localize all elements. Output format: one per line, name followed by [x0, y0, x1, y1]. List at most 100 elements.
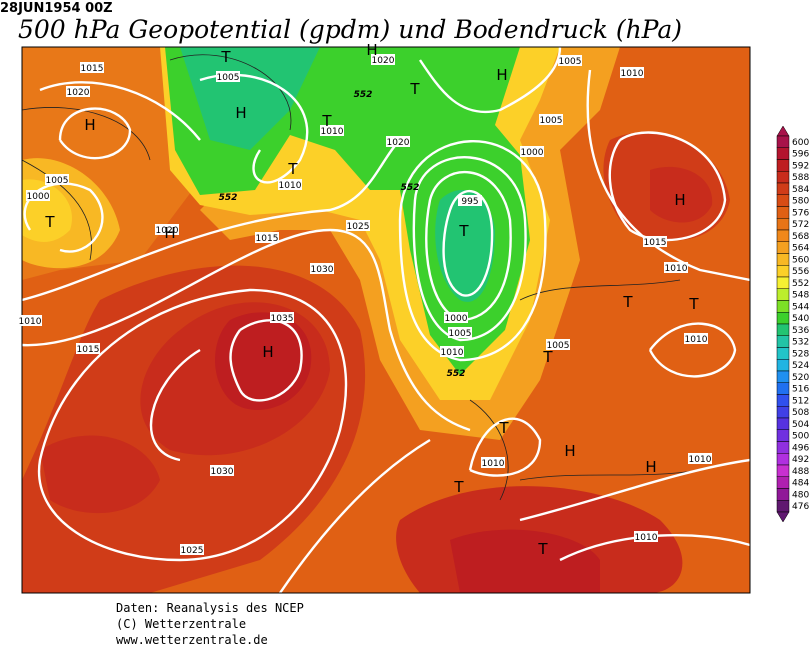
colorbar-arrow-bottom	[776, 511, 790, 523]
isobar-label-bg	[546, 339, 570, 350]
colorbar-swatch	[776, 323, 790, 336]
title: 500 hPa Geopotential (gpdm) und Bodendru…	[18, 15, 682, 44]
colorbar-swatch	[776, 241, 790, 254]
pressure-center: H	[235, 104, 246, 122]
isobar-label-bg	[448, 327, 472, 338]
pressure-center: H	[262, 343, 273, 361]
isobar-label-bg	[180, 544, 204, 555]
colorbar-label: 488	[792, 467, 809, 477]
contour-label: 552	[447, 369, 466, 379]
isobar-label-bg	[18, 315, 42, 326]
isobar-label: 1015	[256, 234, 279, 244]
colorbar-swatch	[776, 359, 790, 372]
isobar-label: 1000	[445, 314, 468, 324]
isobar-label-bg	[539, 114, 563, 125]
pressure-center: T	[688, 295, 699, 313]
isobar-label-bg	[520, 146, 544, 157]
date: 28JUN1954 00Z	[0, 1, 113, 16]
isobar-label: 1000	[521, 148, 544, 158]
pressure-center: H	[645, 458, 656, 476]
colorbar-label: 480	[792, 490, 809, 500]
colorbar-label: 476	[792, 502, 809, 512]
colorbar-label: 596	[792, 150, 809, 160]
isobar-label-bg	[26, 190, 50, 201]
pressure-center: H	[366, 41, 377, 59]
footer-url: www.wetterzentrale.de	[116, 633, 268, 646]
isobar-label-bg	[481, 457, 505, 468]
isobar-label: 1005	[217, 73, 240, 83]
colorbar-swatch	[776, 394, 790, 407]
isobar-label: 1010	[621, 69, 644, 79]
isobar-label-bg	[558, 55, 582, 66]
colorbar-swatch	[776, 300, 790, 313]
isobar-label-bg	[371, 54, 395, 65]
colorbar-label: 504	[792, 420, 809, 430]
pressure-center: H	[674, 191, 685, 209]
colorbar-label: 576	[792, 208, 809, 218]
colorbar-swatch	[776, 406, 790, 419]
pressure-center: H	[496, 66, 507, 84]
isobar-label: 1010	[321, 127, 344, 137]
colorbar-label: 584	[792, 185, 809, 195]
colorbar-label: 516	[792, 385, 809, 395]
colorbar-label: 564	[792, 244, 809, 254]
pressure-center: T	[498, 419, 509, 437]
isobar-label: 1010	[689, 455, 712, 465]
isobar-label-bg	[66, 86, 90, 97]
pressure-center: T	[537, 540, 548, 558]
footer-copyright: (C) Wetterzentrale	[116, 617, 246, 631]
isobar-label: 1005	[559, 57, 582, 67]
isobar-label: 995	[461, 197, 478, 207]
isobar-label: 1010	[665, 264, 688, 274]
colorbar-label: 524	[792, 361, 809, 371]
pressure-center: T	[453, 478, 464, 496]
colorbar-swatch	[776, 276, 790, 289]
colorbar-label: 528	[792, 349, 809, 359]
pressure-center: T	[542, 348, 553, 366]
isobar-label: 1010	[279, 181, 302, 191]
colorbar-label: 500	[792, 432, 809, 442]
isobar-label-bg	[320, 125, 344, 136]
isobar-label: 1005	[449, 329, 472, 339]
isobar-label: 1025	[347, 222, 370, 232]
isobar-label: 1005	[46, 176, 69, 186]
isobar-label: 1035	[271, 314, 294, 324]
footer-source: Daten: Reanalysis des NCEP	[116, 601, 304, 615]
pressure-center: T	[622, 293, 633, 311]
colorbar-swatch	[776, 206, 790, 219]
pressure-center: H	[564, 442, 575, 460]
colorbar-swatch	[776, 429, 790, 442]
colorbar-swatch	[776, 194, 790, 207]
colorbar-label: 520	[792, 373, 809, 383]
isobar-label-bg	[444, 312, 468, 323]
colorbar-swatch	[776, 229, 790, 242]
colorbar-swatch	[776, 171, 790, 184]
isobar-label-bg	[688, 453, 712, 464]
colorbar-swatch	[776, 159, 790, 172]
pressure-center: H	[164, 224, 175, 242]
isobar-label: 1025	[181, 546, 204, 556]
isobar-label-bg	[270, 312, 294, 323]
isobar-label-bg	[155, 224, 179, 235]
colorbar-swatch	[776, 253, 790, 266]
isobar-label-bg	[255, 232, 279, 243]
isobar-label-bg	[216, 71, 240, 82]
isobar-label-bg	[664, 262, 688, 273]
colorbar-label: 484	[792, 479, 809, 489]
pressure-center: T	[220, 48, 231, 66]
colorbar-label: 532	[792, 338, 809, 348]
isobar-label: 1010	[19, 317, 42, 327]
colorbar-swatch	[776, 147, 790, 160]
isobar-label: 1020	[156, 226, 179, 236]
isobar-label: 1015	[81, 64, 104, 74]
colorbar-label: 560	[792, 255, 809, 265]
isobar-label: 1015	[644, 238, 667, 248]
contour-label: 552	[219, 193, 238, 203]
colorbar-swatch	[776, 218, 790, 231]
colorbar-label: 592	[792, 161, 809, 171]
colorbar-swatch	[776, 135, 790, 148]
isobar-label: 1010	[441, 348, 464, 358]
pressure-center: T	[458, 222, 469, 240]
colorbar-label: 552	[792, 279, 809, 289]
